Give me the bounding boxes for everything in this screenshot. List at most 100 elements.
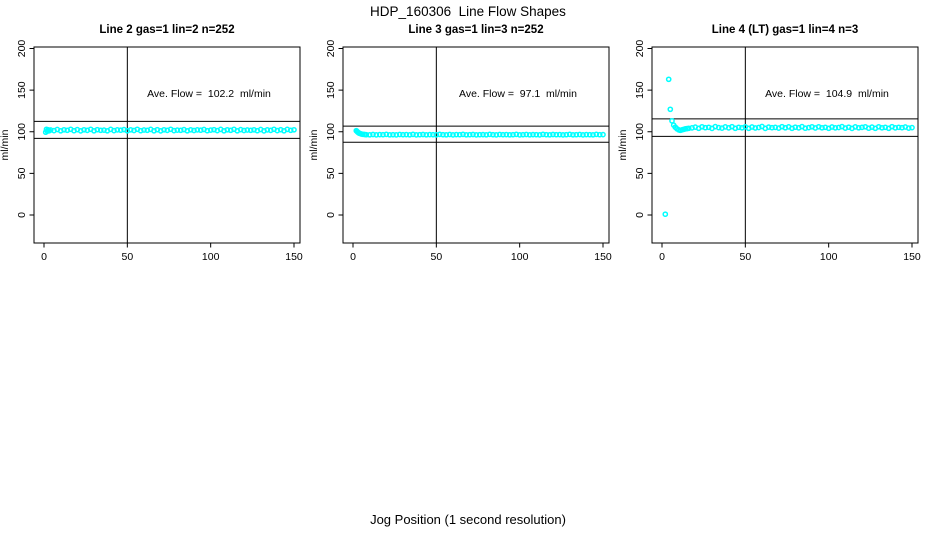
- data-point: [390, 131, 396, 138]
- data-point: [662, 211, 669, 218]
- data-point: [420, 131, 426, 138]
- plot-box: [342, 46, 610, 244]
- x-tick-label: 150: [594, 251, 612, 263]
- data-point: [470, 131, 476, 138]
- data-point: [244, 127, 251, 133]
- data-point: [423, 131, 430, 138]
- data-point: [187, 126, 194, 133]
- y-tick-label: 0: [16, 212, 28, 218]
- x-tick-label: 0: [659, 251, 665, 263]
- y-tick-label: 100: [16, 123, 28, 141]
- data-point: [543, 131, 550, 138]
- data-points: [353, 127, 606, 138]
- data-point: [287, 127, 294, 134]
- data-point: [450, 132, 456, 138]
- y-tick-label: 50: [325, 167, 337, 179]
- data-point: [566, 131, 573, 138]
- y-tick-label: 200: [634, 40, 646, 58]
- data-point: [141, 127, 147, 133]
- data-point: [530, 131, 536, 138]
- x-tick-label: 150: [285, 251, 303, 263]
- data-point: [101, 127, 107, 133]
- panel-line-3: Line 3 gas=1 lin=3 n=252 0 50 100 150 0 50 100 1…: [308, 24, 612, 263]
- data-point: [194, 127, 201, 133]
- data-point: [735, 124, 742, 131]
- figure-title: HDP_160306 Line Flow Shapes: [370, 4, 566, 19]
- data-point: [715, 124, 722, 131]
- data-point: [416, 131, 423, 138]
- data-point: [393, 132, 400, 138]
- data-point: [819, 124, 825, 131]
- y-tick-label: 150: [16, 81, 28, 99]
- data-point: [486, 131, 493, 138]
- data-point: [161, 126, 167, 133]
- data-point: [483, 131, 490, 138]
- data-point: [373, 132, 380, 138]
- y-tick-label: 0: [634, 212, 646, 218]
- data-point: [137, 127, 144, 134]
- data-point: [490, 131, 496, 138]
- data-point: [586, 131, 593, 138]
- y-tick-label: 50: [634, 167, 646, 179]
- data-point: [97, 127, 104, 134]
- data-point: [536, 132, 543, 138]
- data-point: [127, 126, 134, 133]
- data-point: [114, 127, 121, 133]
- data-point: [859, 124, 865, 131]
- data-point: [553, 131, 560, 138]
- x-axis-label: Jog Position (1 second resolution): [370, 512, 566, 527]
- data-point: [366, 131, 373, 138]
- y-axis-label: ml/min: [308, 129, 320, 160]
- data-point: [396, 131, 403, 138]
- x-tick-label: 0: [41, 251, 47, 263]
- data-point: [855, 124, 862, 131]
- data-point: [600, 131, 606, 138]
- data-point: [593, 131, 600, 138]
- data-point: [111, 127, 117, 134]
- data-point: [207, 127, 214, 133]
- data-point: [480, 131, 486, 138]
- data-point: [191, 127, 197, 134]
- data-point: [81, 126, 87, 133]
- data-points: [662, 76, 915, 218]
- data-point: [667, 106, 674, 113]
- panel-title: Line 4 (LT) gas=1 lin=4 n=3: [712, 24, 858, 36]
- data-point: [473, 132, 480, 138]
- data-point: [386, 131, 393, 138]
- data-point: [765, 124, 772, 130]
- data-point: [905, 125, 912, 131]
- y-axis-label: ml/min: [0, 129, 11, 160]
- data-point: [493, 132, 500, 138]
- y-tick-label: 100: [325, 123, 337, 141]
- data-point: [376, 131, 383, 138]
- data-point: [453, 131, 460, 138]
- data-point: [769, 124, 775, 131]
- data-points: [42, 126, 297, 136]
- panel-line-2: Line 2 gas=1 lin=2 n=252 0 50 100 150 0 50 100 1…: [0, 24, 303, 263]
- data-point: [466, 131, 473, 138]
- data-point: [400, 131, 406, 138]
- panel-line-4: Line 4 (LT) gas=1 lin=4 n=3 0 50 100 150 0 50 1…: [617, 24, 921, 263]
- y-tick-label: 50: [16, 167, 28, 179]
- panel-title: Line 3 gas=1 lin=3 n=252: [408, 24, 543, 36]
- average-flow-annotation: Ave. Flow = 102.2 ml/min: [147, 88, 271, 100]
- data-point: [523, 131, 530, 138]
- plot-box: [651, 46, 919, 244]
- y-tick-label: 150: [325, 81, 337, 99]
- data-point: [583, 131, 590, 138]
- data-point: [546, 131, 553, 138]
- data-point: [413, 132, 420, 138]
- x-tick-label: 50: [121, 251, 133, 263]
- plot-box: [33, 46, 301, 244]
- average-flow-annotation: Ave. Flow = 104.9 ml/min: [765, 88, 889, 100]
- x-tick-label: 50: [739, 251, 751, 263]
- data-point: [560, 132, 566, 138]
- x-tick-label: 0: [350, 251, 356, 263]
- data-point: [563, 131, 570, 138]
- y-tick-label: 200: [16, 40, 28, 58]
- data-point: [506, 131, 513, 138]
- data-point: [899, 124, 905, 131]
- data-point: [383, 131, 390, 138]
